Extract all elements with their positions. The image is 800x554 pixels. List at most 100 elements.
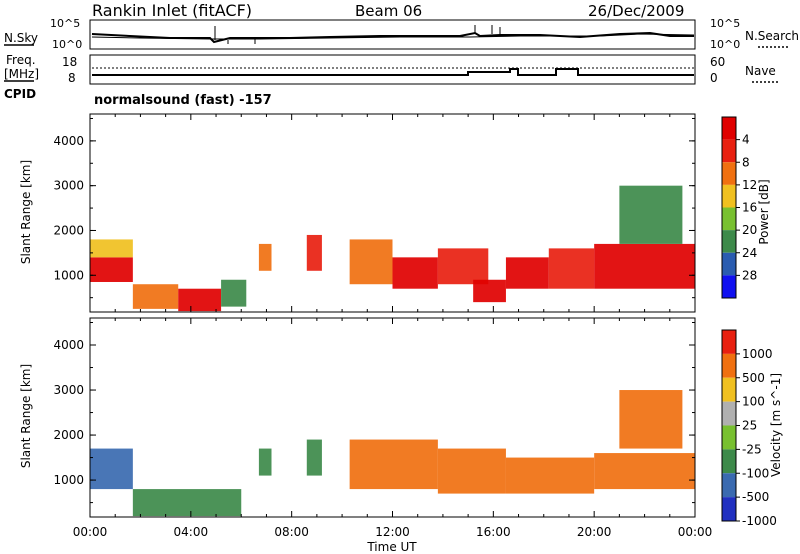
nsearch-trace xyxy=(91,33,695,40)
colorbar-tick-label: 8 xyxy=(742,155,750,169)
data-region-0 xyxy=(90,448,133,490)
nsearch-tick-low: 10^0 xyxy=(710,38,740,51)
colorbar-tick-label: 20 xyxy=(742,223,757,237)
data-region-12 xyxy=(548,248,595,289)
data-region-11 xyxy=(505,257,549,289)
freq-tick-low: 8 xyxy=(68,71,76,85)
nsky-tick-low: 10^0 xyxy=(52,38,82,51)
y-tick-label: 2000 xyxy=(53,223,84,237)
x-tick-label: 16:00 xyxy=(476,525,511,539)
colorbar-tick-label: 16 xyxy=(742,201,757,215)
colorbar-segment xyxy=(722,117,736,140)
nsky-tick-high: 10^5 xyxy=(50,17,80,30)
colorbar-tick-label: 100 xyxy=(742,395,765,409)
colorbar-segment xyxy=(722,473,736,498)
colorbar-segment xyxy=(722,425,736,450)
x-tick-label: 12:00 xyxy=(375,525,410,539)
y-tick-label: 4000 xyxy=(53,134,84,148)
data-region-4 xyxy=(221,279,247,307)
data-region-2 xyxy=(258,448,272,476)
nave-label: Nave xyxy=(745,64,776,78)
cpid-label: CPID xyxy=(4,87,36,101)
data-region-8 xyxy=(392,257,438,289)
time-axis: Time UT 00:00 04:00 08:00 12:00 16:00 20:00 00… xyxy=(73,525,713,554)
colorbar-segment xyxy=(722,184,736,208)
time-axis-label: Time UT xyxy=(366,540,417,554)
nsky-label: N.Sky xyxy=(4,31,38,45)
nave-tick-high: 60 xyxy=(710,55,725,69)
data-region-10 xyxy=(473,279,506,303)
nave-tick-low: 0 xyxy=(710,71,718,85)
colorbar-tick-label: 4 xyxy=(742,133,750,147)
x-tick-label: 00:00 xyxy=(678,525,713,539)
nsearch-label: N.Search xyxy=(745,29,799,43)
data-region-6 xyxy=(505,457,595,494)
y-tick-label: 1000 xyxy=(53,473,84,487)
data-region-3 xyxy=(306,439,322,476)
station-title: Rankin Inlet (fitACF) xyxy=(92,1,252,20)
x-tick-label: 08:00 xyxy=(274,525,309,539)
colorbar-segment xyxy=(722,252,736,276)
data-region-13 xyxy=(594,243,695,289)
colorbar-tick-label: -1000 xyxy=(742,514,777,528)
colorbar-segment xyxy=(722,497,736,521)
freq-label: Freq. xyxy=(6,53,36,67)
colorbar-segment xyxy=(722,275,736,298)
noise-panel: N.Sky 10^5 10^0 10^5 10^0 N.Search xyxy=(4,17,799,51)
colorbar-tick-label: 12 xyxy=(742,178,757,192)
data-region-2 xyxy=(132,284,179,309)
data-region-5 xyxy=(258,243,272,271)
nsearch-tick-high: 10^5 xyxy=(710,17,740,30)
velocity-panel: Slant Range [km] Velocity [m s^-1] 1000 2… xyxy=(19,317,783,528)
y-tick-label: 3000 xyxy=(53,179,84,193)
colorbar-tick-label: 24 xyxy=(742,246,757,260)
colorbar-tick-label: -100 xyxy=(742,466,769,480)
data-region-1 xyxy=(132,489,242,517)
data-region-3 xyxy=(178,288,222,312)
cpid-text: normalsound (fast) -157 xyxy=(94,93,272,108)
colorbar-tick-label: 28 xyxy=(742,268,757,282)
data-region-9 xyxy=(437,248,489,285)
x-tick-label: 00:00 xyxy=(73,525,108,539)
freq-unit-label: [MHz] xyxy=(4,67,39,81)
data-region-1 xyxy=(90,239,133,258)
x-tick-label: 04:00 xyxy=(174,525,209,539)
colorbar-segment xyxy=(722,377,736,402)
colorbar-tick-label: -25 xyxy=(742,442,762,456)
colorbar-segment xyxy=(722,401,736,426)
freq-tick-high: 18 xyxy=(62,55,77,69)
colorbar-segment xyxy=(722,139,736,163)
frequency-trace xyxy=(92,68,694,76)
y-tick-label: 2000 xyxy=(53,428,84,442)
colorbar-segment xyxy=(722,162,736,185)
data-region-0 xyxy=(90,257,133,282)
data-region-8 xyxy=(619,390,683,449)
data-region-4 xyxy=(349,439,438,490)
data-region-6 xyxy=(306,234,322,271)
colorbar-tick-label: 1000 xyxy=(742,347,773,361)
data-region-5 xyxy=(437,448,506,494)
data-region-14 xyxy=(619,185,683,244)
y-tick-label: 3000 xyxy=(53,383,84,397)
data-region-7 xyxy=(349,239,393,285)
colorbar-tick-label: 25 xyxy=(742,419,757,433)
power-ylabel: Slant Range [km] xyxy=(19,160,33,264)
colorbar-segment xyxy=(722,353,736,378)
velocity-colorbar-label: Velocity [m s^-1] xyxy=(769,373,783,477)
y-tick-label: 4000 xyxy=(53,338,84,352)
power-panel: Slant Range [km] Power [dB] 1000 2000 3000… xyxy=(19,113,771,313)
colorbar-tick-label: 500 xyxy=(742,371,765,385)
colorbar-segment xyxy=(722,330,736,354)
data-region-7 xyxy=(594,453,695,490)
y-tick-label: 1000 xyxy=(53,268,84,282)
colorbar-segment xyxy=(722,449,736,474)
frequency-panel: Freq. [MHz] 18 8 60 0 Nave CPID normalso… xyxy=(4,53,778,108)
colorbar-segment xyxy=(722,230,736,253)
colorbar-segment xyxy=(722,207,736,231)
date-label: 26/Dec/2009 xyxy=(588,2,684,20)
velocity-ylabel: Slant Range [km] xyxy=(19,364,33,468)
x-tick-label: 20:00 xyxy=(577,525,612,539)
beam-label: Beam 06 xyxy=(355,2,422,20)
colorbar-tick-label: -500 xyxy=(742,490,769,504)
